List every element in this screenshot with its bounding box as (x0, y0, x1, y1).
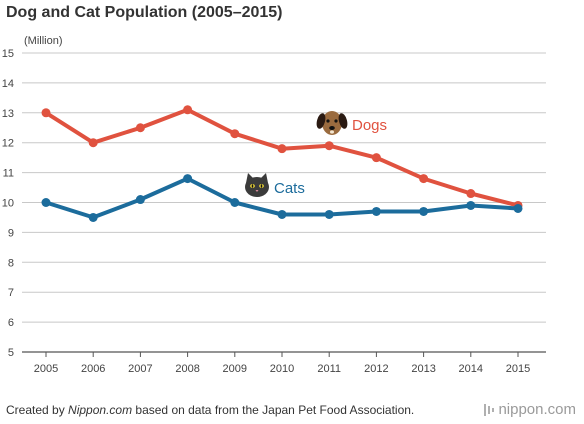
nippon-logo-icon (484, 403, 495, 416)
gridlines (22, 52, 546, 353)
y-tick-label: 14 (2, 78, 14, 90)
cats-point (277, 209, 287, 219)
dogs-point (183, 105, 193, 115)
cats-point (513, 203, 523, 213)
cats-point (41, 198, 51, 207)
y-tick-label: 7 (8, 287, 14, 299)
x-tick-label: 2005 (34, 363, 58, 375)
x-tick-label: 2013 (411, 363, 435, 375)
cats-point (230, 198, 240, 207)
x-tick-label: 2006 (81, 363, 105, 375)
cats-point (371, 206, 381, 216)
y-tick-label: 10 (2, 198, 14, 210)
dogs-point (419, 174, 429, 184)
dogs-point (41, 108, 51, 118)
unit-label: (Million) (24, 35, 63, 47)
x-tick-label: 2015 (506, 363, 530, 375)
x-tick-label: 2009 (223, 363, 247, 375)
brand-name: nippon.com (498, 401, 576, 418)
x-tick-label: 2010 (270, 363, 294, 375)
x-tick-label: 2008 (175, 363, 199, 375)
source-suffix: based on data from the Japan Pet Food As… (132, 403, 415, 417)
cats-point (88, 212, 98, 222)
y-tick-label: 8 (8, 257, 14, 269)
x-tick-label: 2007 (128, 363, 152, 375)
y-tick-label: 5 (8, 347, 14, 359)
y-tick-label: 9 (8, 227, 14, 239)
chart-title: Dog and Cat Population (2005–2015) (6, 4, 283, 21)
series-labels: Dogs Cats (245, 111, 387, 197)
y-tick-label: 11 (3, 168, 14, 180)
dogs-point (466, 189, 476, 199)
y-tick-label: 13 (2, 108, 14, 120)
x-tick-label: 2014 (459, 363, 483, 375)
source-name: Nippon.com (68, 403, 133, 417)
source-note: Created by Nippon.com based on data from… (6, 403, 414, 417)
cats-point (135, 195, 145, 205)
source-prefix: Created by (6, 403, 69, 417)
y-tick-label: 15 (2, 48, 14, 60)
dogs-point (277, 144, 287, 154)
cats-point (183, 174, 193, 184)
brand-logo: nippon.com (484, 401, 576, 418)
y-tick-label: 12 (2, 138, 14, 150)
dogs-series-label: Dogs (352, 117, 387, 134)
x-tick-label: 2012 (364, 363, 388, 375)
dogs-point (88, 138, 98, 148)
cats-point (466, 200, 476, 210)
series-lines (41, 105, 523, 222)
cats-series-label: Cats (274, 180, 305, 197)
dogs-point (135, 123, 145, 133)
dogs-point (371, 153, 381, 163)
dog-face-icon (316, 111, 348, 135)
cats-point (324, 209, 334, 219)
cats-point (419, 206, 429, 216)
dogs-point (230, 129, 240, 139)
dogs-point (324, 141, 334, 151)
x-tick-label: 2011 (317, 363, 341, 375)
cat-face-icon (245, 173, 269, 197)
axes: 5 6 7 8 9 10 11 12 13 14 15 (Million) 2005 2006 2007 20… (2, 35, 530, 375)
y-tick-label: 6 (8, 317, 14, 329)
